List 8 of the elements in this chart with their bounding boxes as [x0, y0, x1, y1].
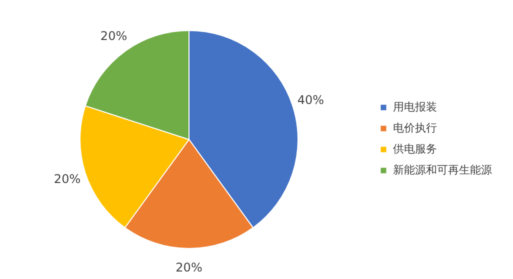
data-label: 20%: [54, 172, 81, 186]
data-label: 40%: [297, 92, 324, 107]
legend-label: 用电报装: [393, 100, 437, 114]
legend-label: 电价执行: [393, 122, 437, 134]
data-label: 20%: [176, 260, 202, 274]
legend-label: 供电服务: [393, 142, 437, 156]
data-label: 20%: [100, 28, 128, 43]
legend-label: 新能源和可再生能源: [393, 164, 492, 176]
